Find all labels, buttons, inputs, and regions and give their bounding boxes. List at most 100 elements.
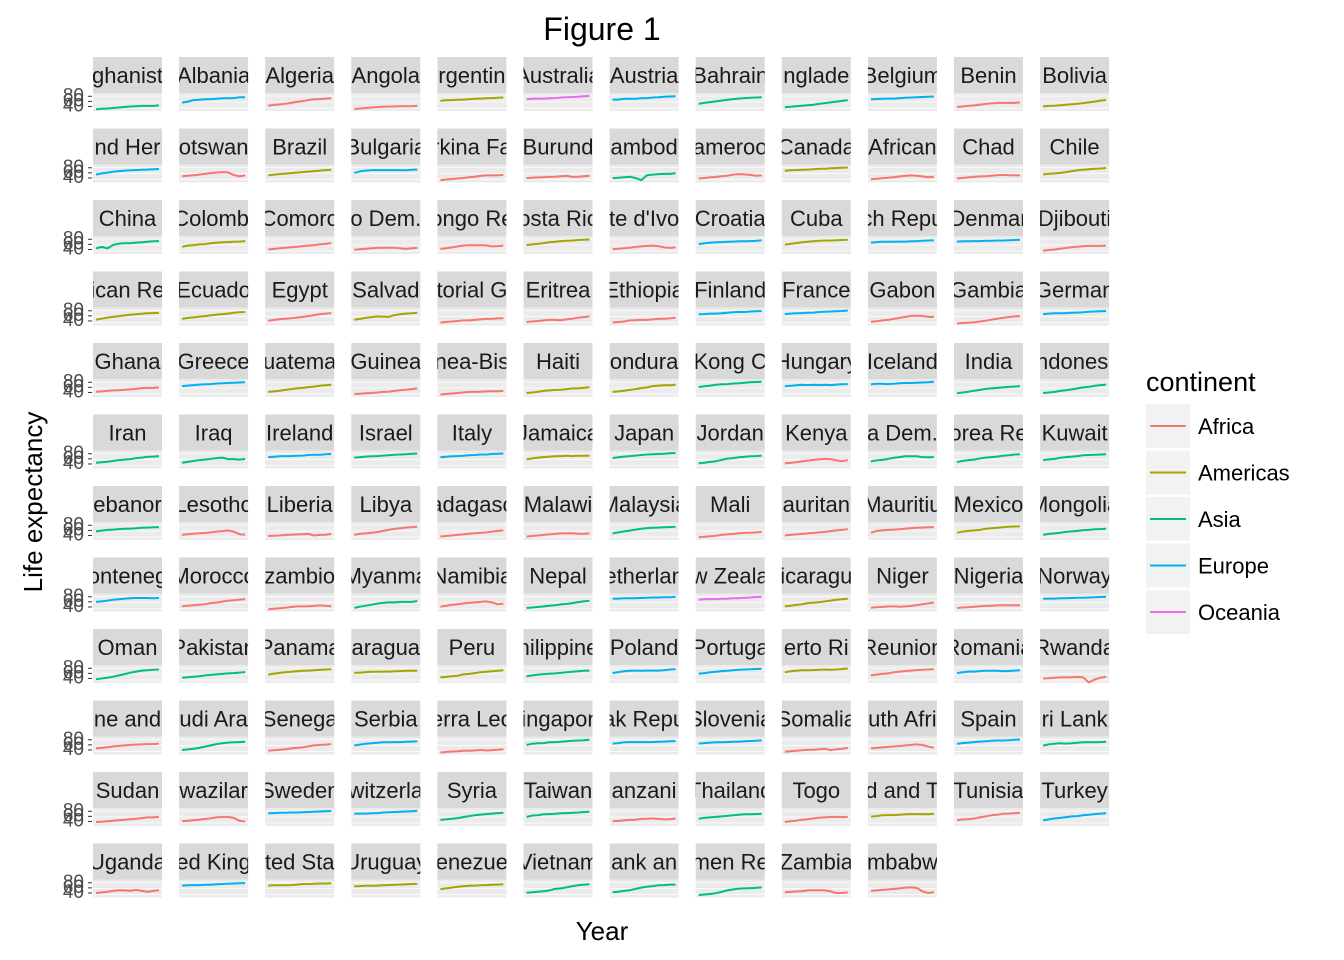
series-line <box>182 815 246 823</box>
facet-strip <box>351 629 421 665</box>
facet-strip <box>781 414 851 451</box>
series-line <box>612 383 676 393</box>
legend-item: Americas <box>1146 450 1290 495</box>
legend-item: Asia <box>1146 497 1242 541</box>
facet-label: Mauritiu <box>863 492 941 517</box>
series-line <box>956 669 1021 675</box>
facet-label: Iran <box>109 421 147 446</box>
facet-panel: Israel <box>351 414 421 469</box>
facet-strip <box>954 486 1023 522</box>
facet-label: anzani <box>612 778 677 803</box>
y-tick-label: 60 <box>63 448 84 469</box>
facet-strip <box>609 343 679 379</box>
series-line <box>612 452 676 460</box>
facet-panel: zambio <box>265 557 335 612</box>
facet-label: Togo <box>792 778 840 803</box>
facet-label: orea Re <box>949 421 1027 446</box>
facet-strip <box>1040 557 1110 594</box>
facet-label: te d'Ivo <box>609 206 679 231</box>
y-tick-label: 80 <box>63 657 84 678</box>
facet-strip <box>523 343 593 379</box>
facet-panel: torial G <box>437 271 507 326</box>
facet-panel: Benin <box>954 57 1023 111</box>
facet-strip <box>781 557 851 594</box>
series-line <box>1042 527 1107 536</box>
series-line <box>956 738 1021 745</box>
facet-panel: Ethiopia <box>609 271 679 326</box>
facet-panel: etherlan <box>604 557 684 612</box>
facet-panel: Bahrain <box>695 57 765 111</box>
facet-strip <box>695 414 765 451</box>
facet-label: ank an <box>611 850 677 875</box>
series-line <box>268 810 332 815</box>
facet-strip <box>265 557 335 594</box>
facet-strip <box>523 271 593 308</box>
y-tick-label: 80 <box>63 443 84 464</box>
facet-panel: ch Repu <box>867 200 937 254</box>
facet-label: Salvad <box>352 278 419 303</box>
facet-strip <box>523 557 593 594</box>
facet-panel: Libya <box>351 486 421 540</box>
facet-panel: Spain <box>954 700 1023 755</box>
facet-strip <box>179 486 249 522</box>
facet-strip <box>351 271 421 308</box>
series-line <box>526 738 590 746</box>
facet-label: etherlan <box>604 564 684 589</box>
facet-panel: Zambia <box>781 843 851 898</box>
facet-label: Romania <box>944 635 1033 660</box>
facet-strip <box>437 128 507 165</box>
facet-panel: Iceland <box>867 343 937 397</box>
facet-label: icaragu <box>780 564 852 589</box>
y-tick-label: 80 <box>63 729 84 750</box>
facet-strip <box>523 128 593 165</box>
facet-label: Sudan <box>96 778 160 803</box>
facet-panel: nea-Bis <box>437 343 507 397</box>
facet-label: Greece <box>178 349 250 374</box>
facet-label: Bulgaria <box>345 135 426 160</box>
facet-strip <box>1040 200 1110 236</box>
facet-panel: Djibouti <box>1038 200 1111 254</box>
series-line <box>698 886 762 896</box>
facet-panel: Kuwait <box>1040 414 1110 469</box>
facet-strip <box>867 557 937 594</box>
series-line <box>1042 740 1107 747</box>
facet-strip <box>954 271 1023 308</box>
legend-label: Europe <box>1198 554 1269 579</box>
facet-panel: Sudan <box>93 772 162 826</box>
facet-strip <box>867 128 937 165</box>
facet-strip <box>609 843 679 880</box>
series-line <box>612 668 676 675</box>
facet-label: Serbia <box>354 707 418 732</box>
series-line <box>526 454 590 461</box>
series-line <box>354 311 418 321</box>
series-line <box>182 381 246 388</box>
facet-label: Kuwait <box>1042 421 1108 446</box>
facet-strip <box>179 57 249 93</box>
series-line <box>698 239 762 246</box>
facet-label: Chile <box>1050 135 1100 160</box>
facet-strip <box>351 772 421 808</box>
facet-label: Djibouti <box>1038 206 1111 231</box>
y-tick-label: 60 <box>63 519 84 540</box>
facet-label: Haiti <box>536 349 580 374</box>
facet-strip <box>781 772 851 808</box>
facet-strip <box>523 57 593 93</box>
facet-strip <box>437 700 507 737</box>
series-line <box>698 454 762 465</box>
series-line <box>440 173 504 182</box>
facet-strip <box>609 57 679 93</box>
facet-label: ne and <box>94 707 161 732</box>
series-line <box>95 311 160 321</box>
facet-panel: icaragu <box>780 557 852 612</box>
facet-panel: Portuga <box>695 629 765 683</box>
facet-label: onteneg <box>88 564 168 589</box>
facet-panel: erto Ri <box>781 629 851 683</box>
facet-panel: Egypt <box>265 271 335 326</box>
facet-label: Kenya <box>785 421 848 446</box>
series-line <box>1043 310 1107 316</box>
facet-panel: Mongolia <box>1040 486 1110 540</box>
y-tick-label: 40 <box>63 381 84 402</box>
